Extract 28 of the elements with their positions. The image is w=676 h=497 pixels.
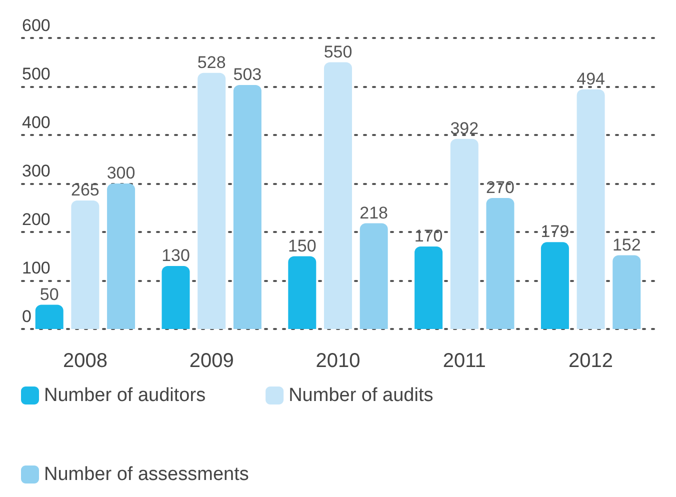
x-tick-label: 2012 bbox=[568, 350, 614, 372]
data-label: 392 bbox=[450, 118, 479, 138]
x-tick-label: 2009 bbox=[189, 350, 234, 372]
data-label: 150 bbox=[288, 236, 316, 256]
data-label: 130 bbox=[162, 246, 190, 265]
x-tick-label: 2010 bbox=[316, 350, 360, 372]
data-label: 50 bbox=[40, 284, 59, 304]
data-label: 550 bbox=[324, 42, 352, 62]
y-tick-label: 500 bbox=[22, 64, 50, 84]
data-label: 170 bbox=[414, 226, 443, 246]
y-tick-label: 100 bbox=[22, 258, 50, 278]
y-tick-label: 300 bbox=[22, 162, 50, 180]
legend-label: Number of assessments bbox=[44, 464, 249, 485]
data-label: 152 bbox=[612, 235, 641, 254]
legend-label: Number of auditors bbox=[44, 385, 206, 406]
legend-label: Number of audits bbox=[288, 385, 434, 406]
data-label: 494 bbox=[576, 69, 605, 88]
x-tick-label: 2011 bbox=[442, 350, 486, 372]
y-tick-label: 200 bbox=[22, 210, 50, 229]
data-label: 270 bbox=[486, 178, 514, 198]
data-label: 300 bbox=[106, 164, 136, 182]
data-label: 503 bbox=[233, 65, 262, 84]
data-label: 218 bbox=[360, 203, 388, 222]
y-tick-label: 600 bbox=[22, 16, 50, 35]
y-tick-label: 400 bbox=[22, 113, 50, 132]
y-tick-label: 0 bbox=[22, 307, 32, 326]
x-tick-label: 2008 bbox=[62, 350, 108, 372]
data-label: 528 bbox=[197, 52, 226, 72]
